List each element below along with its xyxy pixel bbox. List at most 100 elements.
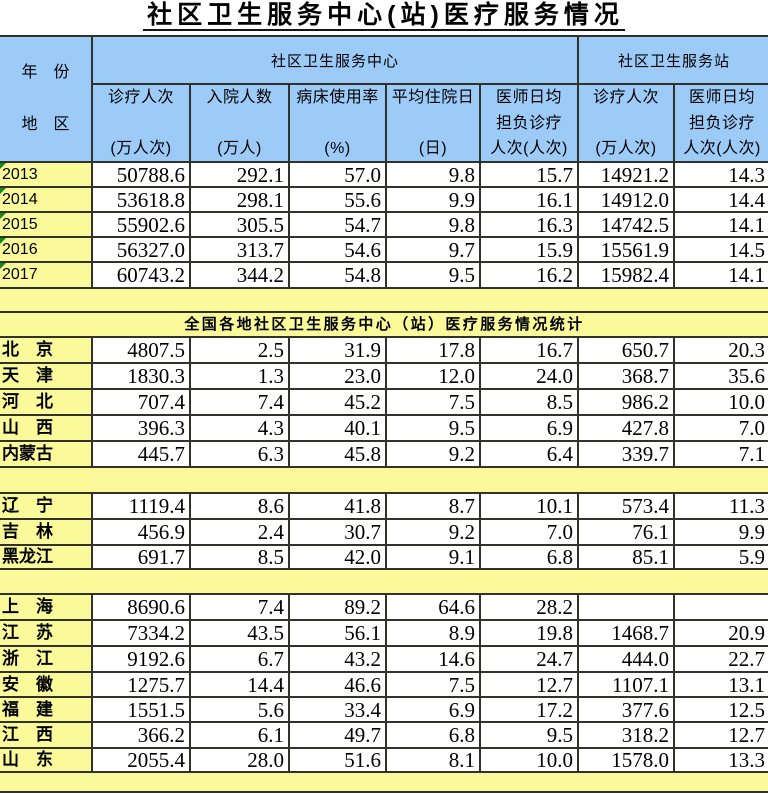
value-cell[interactable]: 16.7 [478, 336, 580, 364]
value-cell[interactable]: 31.9 [288, 336, 387, 364]
value-cell[interactable]: 9.8 [385, 161, 481, 188]
value-cell[interactable]: 6.8 [478, 544, 580, 570]
value-cell[interactable]: 292.1 [189, 161, 290, 188]
value-cell[interactable]: 35.6 [673, 362, 768, 390]
value-cell[interactable]: 17.8 [385, 336, 481, 364]
value-cell[interactable]: 13.3 [673, 747, 768, 773]
value-cell[interactable]: 6.3 [189, 440, 290, 468]
region-label-cell[interactable]: 上 海 [0, 593, 93, 621]
value-cell[interactable]: 20.3 [673, 336, 768, 364]
value-cell[interactable]: 456.9 [91, 518, 191, 546]
value-cell[interactable]: 28.0 [189, 747, 290, 773]
value-cell[interactable]: 54.6 [288, 236, 387, 263]
value-cell[interactable]: 46.6 [288, 671, 387, 698]
value-cell[interactable]: 15982.4 [577, 261, 676, 289]
value-cell[interactable]: 1551.5 [91, 696, 191, 723]
value-cell[interactable]: 20.9 [673, 619, 768, 647]
value-cell[interactable]: 14.4 [673, 186, 768, 213]
region-label-cell[interactable]: 山 东 [0, 747, 93, 773]
region-label-cell[interactable]: 浙 江 [0, 645, 93, 673]
year-label-cell[interactable]: 2013 [0, 161, 93, 188]
value-cell[interactable]: 15.9 [478, 236, 580, 263]
region-label-cell[interactable]: 北 京 [0, 336, 93, 364]
value-cell[interactable]: 45.8 [288, 440, 387, 468]
value-cell[interactable]: 33.4 [288, 696, 387, 723]
value-cell[interactable]: 396.3 [91, 414, 191, 442]
value-cell[interactable]: 1275.7 [91, 671, 191, 698]
value-cell[interactable]: 5.6 [189, 696, 290, 723]
value-cell[interactable]: 56.1 [288, 619, 387, 647]
value-cell[interactable]: 54.7 [288, 211, 387, 238]
value-cell[interactable]: 9.2 [385, 440, 481, 468]
value-cell[interactable] [673, 593, 768, 621]
value-cell[interactable]: 12.5 [673, 696, 768, 723]
value-cell[interactable]: 8.1 [385, 747, 481, 773]
value-cell[interactable]: 22.7 [673, 645, 768, 673]
value-cell[interactable]: 9.8 [385, 211, 481, 238]
value-cell[interactable]: 14.1 [673, 261, 768, 289]
value-cell[interactable]: 8.5 [478, 388, 580, 416]
value-cell[interactable]: 11.3 [673, 492, 768, 520]
value-cell[interactable]: 40.1 [288, 414, 387, 442]
value-cell[interactable]: 7.4 [189, 593, 290, 621]
value-cell[interactable]: 7.4 [189, 388, 290, 416]
value-cell[interactable]: 6.8 [385, 721, 481, 749]
value-cell[interactable]: 344.2 [189, 261, 290, 289]
value-cell[interactable]: 53618.8 [91, 186, 191, 213]
value-cell[interactable]: 986.2 [577, 388, 676, 416]
value-cell[interactable]: 23.0 [288, 362, 387, 390]
value-cell[interactable]: 9.5 [385, 261, 481, 289]
value-cell[interactable]: 6.9 [385, 696, 481, 723]
value-cell[interactable]: 56327.0 [91, 236, 191, 263]
region-label-cell[interactable]: 山 西 [0, 414, 93, 442]
value-cell[interactable]: 9.5 [385, 414, 481, 442]
year-label-cell[interactable]: 2017 [0, 261, 93, 289]
value-cell[interactable]: 24.7 [478, 645, 580, 673]
value-cell[interactable]: 5.9 [673, 544, 768, 570]
value-cell[interactable]: 313.7 [189, 236, 290, 263]
value-cell[interactable]: 51.6 [288, 747, 387, 773]
region-label-cell[interactable]: 辽 宁 [0, 492, 93, 520]
value-cell[interactable]: 10.0 [478, 747, 580, 773]
value-cell[interactable]: 2.4 [189, 518, 290, 546]
value-cell[interactable]: 41.8 [288, 492, 387, 520]
value-cell[interactable]: 28.2 [478, 593, 580, 621]
value-cell[interactable]: 54.8 [288, 261, 387, 289]
value-cell[interactable]: 9.9 [673, 518, 768, 546]
value-cell[interactable]: 305.5 [189, 211, 290, 238]
value-cell[interactable]: 14912.0 [577, 186, 676, 213]
region-label-cell[interactable]: 河 北 [0, 388, 93, 416]
value-cell[interactable] [577, 593, 676, 621]
value-cell[interactable]: 14.1 [673, 211, 768, 238]
value-cell[interactable]: 16.3 [478, 211, 580, 238]
value-cell[interactable]: 2.5 [189, 336, 290, 364]
year-label-cell[interactable]: 2015 [0, 211, 93, 238]
value-cell[interactable]: 14742.5 [577, 211, 676, 238]
value-cell[interactable]: 12.7 [478, 671, 580, 698]
region-label-cell[interactable]: 安 徽 [0, 671, 93, 698]
value-cell[interactable]: 1107.1 [577, 671, 676, 698]
value-cell[interactable]: 10.1 [478, 492, 580, 520]
value-cell[interactable]: 691.7 [91, 544, 191, 570]
region-label-cell[interactable]: 吉 林 [0, 518, 93, 546]
value-cell[interactable]: 298.1 [189, 186, 290, 213]
value-cell[interactable]: 89.2 [288, 593, 387, 621]
value-cell[interactable]: 7.5 [385, 388, 481, 416]
value-cell[interactable]: 1.3 [189, 362, 290, 390]
value-cell[interactable]: 14.4 [189, 671, 290, 698]
value-cell[interactable]: 8.6 [189, 492, 290, 520]
value-cell[interactable]: 14921.2 [577, 161, 676, 188]
value-cell[interactable]: 7.1 [673, 440, 768, 468]
value-cell[interactable]: 4.3 [189, 414, 290, 442]
value-cell[interactable]: 45.2 [288, 388, 387, 416]
value-cell[interactable]: 16.2 [478, 261, 580, 289]
value-cell[interactable]: 43.2 [288, 645, 387, 673]
value-cell[interactable]: 8.9 [385, 619, 481, 647]
value-cell[interactable]: 707.4 [91, 388, 191, 416]
value-cell[interactable]: 377.6 [577, 696, 676, 723]
value-cell[interactable]: 8690.6 [91, 593, 191, 621]
value-cell[interactable]: 17.2 [478, 696, 580, 723]
value-cell[interactable]: 573.4 [577, 492, 676, 520]
value-cell[interactable]: 6.1 [189, 721, 290, 749]
value-cell[interactable]: 650.7 [577, 336, 676, 364]
